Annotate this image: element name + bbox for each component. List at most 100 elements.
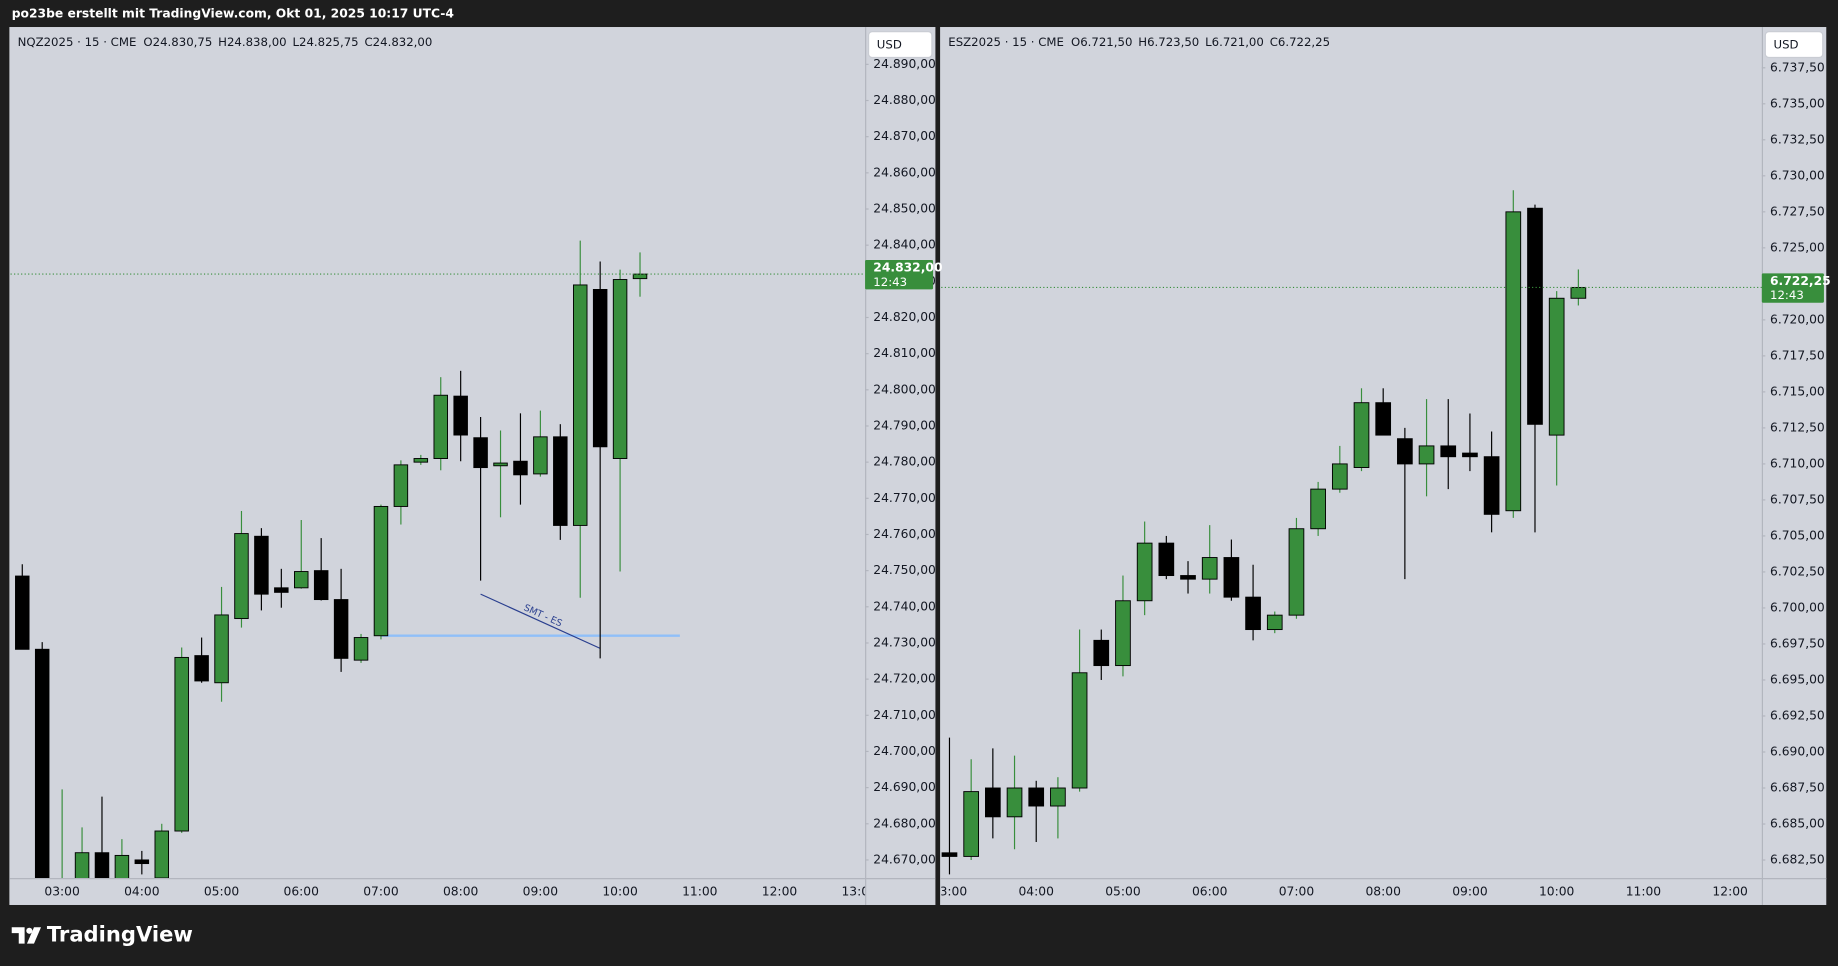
candle-body <box>134 859 150 865</box>
x-tick-label: 08:00 <box>1365 885 1400 899</box>
y-tick-label: 6.735,00 <box>1770 96 1825 110</box>
x-tick-label: 10:00 <box>602 885 637 899</box>
candle-body <box>1158 542 1175 577</box>
candle-body <box>114 854 130 879</box>
candle-body <box>254 535 269 595</box>
last-price-tag <box>865 260 934 290</box>
candle-body <box>632 273 648 280</box>
candle-body <box>1288 528 1305 616</box>
ohlc-value: H6.723,50 <box>1138 35 1199 49</box>
candle-body <box>34 648 50 879</box>
candle-body <box>1527 207 1543 425</box>
x-tick-label: 05:00 <box>1105 885 1140 899</box>
y-tick-label: 24.850,00 <box>873 202 936 216</box>
last-price-tag <box>1761 273 1824 303</box>
y-tick-label: 24.730,00 <box>873 635 936 649</box>
candle-body <box>333 599 349 659</box>
candle-body <box>373 505 389 637</box>
candle-body <box>1006 787 1023 818</box>
candle-body <box>1266 614 1283 631</box>
y-tick-label: 24.750,00 <box>873 563 936 577</box>
y-tick-label: 24.670,00 <box>873 852 936 866</box>
ohlc-value: O24.830,75 <box>143 35 212 49</box>
plot-area: SMT - ES <box>15 240 680 879</box>
y-tick-label: 24.800,00 <box>873 382 936 396</box>
candle-body <box>592 289 608 448</box>
candle-body <box>1201 557 1218 580</box>
symbol-legend: NQZ2025 · 15 · CME O24.830,75 H24.838,00 L2… <box>18 35 433 49</box>
candle-body <box>1505 211 1522 512</box>
y-tick-label: 24.780,00 <box>873 455 936 469</box>
x-tick-label: 12:00 <box>762 885 797 899</box>
x-tick-label: 11:00 <box>682 885 717 899</box>
y-tick-label: 6.690,00 <box>1770 744 1825 758</box>
candle-body <box>1375 402 1392 436</box>
x-tick-label: 10:00 <box>1539 885 1574 899</box>
y-tick-label: 6.702,50 <box>1770 564 1825 578</box>
y-tick-label: 6.692,50 <box>1770 708 1825 722</box>
candle-body <box>1418 445 1435 465</box>
candle-body <box>1462 452 1478 458</box>
candle-body <box>1136 542 1153 602</box>
countdown: 12:43 <box>1770 288 1804 302</box>
y-tick-label: 24.720,00 <box>873 672 936 686</box>
x-tick-label: 04:00 <box>1018 885 1053 899</box>
y-tick-label: 6.717,50 <box>1770 348 1825 362</box>
candle-body <box>413 458 429 463</box>
candle-body <box>493 462 508 467</box>
y-tick-label: 24.820,00 <box>873 310 936 324</box>
candle-body <box>1483 456 1500 515</box>
x-tick-label: 13:00 <box>841 885 876 899</box>
y-tick-label: 6.695,00 <box>1770 672 1825 686</box>
y-tick-label: 6.705,00 <box>1770 528 1825 542</box>
y-tick-label: 24.680,00 <box>873 816 936 830</box>
x-tick-label: 07:00 <box>1279 885 1314 899</box>
candle-body <box>353 637 369 661</box>
x-tick-label: 11:00 <box>1626 885 1661 899</box>
charts: SMT - ES 03:00 04:00 05:00 06:00 07:00 08:00 09… <box>10 31 1831 899</box>
y-tick-label: 24.690,00 <box>873 780 936 794</box>
y-tick-label: 6.720,00 <box>1770 312 1825 326</box>
candle-body <box>1071 672 1088 789</box>
y-tick-label: 6.732,50 <box>1770 132 1825 146</box>
candle-body <box>1223 557 1240 598</box>
y-tick-label: 24.760,00 <box>873 527 936 541</box>
y-tick-label: 6.730,00 <box>1770 168 1825 182</box>
y-tick-label: 6.687,50 <box>1770 781 1825 795</box>
candle-body <box>154 830 170 879</box>
candle-body <box>1093 639 1110 667</box>
candle-body <box>1353 402 1370 468</box>
ohlc-value: C6.722,25 <box>1270 35 1330 49</box>
candle-body <box>453 395 468 436</box>
candle-body <box>393 464 409 507</box>
ohlc-value: L6.721,00 <box>1205 35 1264 49</box>
y-tick-label: 24.880,00 <box>873 93 936 107</box>
candle-body <box>274 587 289 593</box>
brand-logo <box>11 927 42 944</box>
candle-body <box>15 575 30 650</box>
currency-label: USD <box>877 38 902 52</box>
candle-body <box>313 570 329 601</box>
candle-body <box>473 437 488 469</box>
candle-body <box>1028 787 1045 807</box>
y-tick-label: 24.740,00 <box>873 599 936 613</box>
x-tick-label: 04:00 <box>124 885 159 899</box>
x-tick-label: 06:00 <box>284 885 319 899</box>
last-price-label: 6.722,25 <box>1770 274 1831 288</box>
currency-button <box>1764 31 1824 59</box>
x-tick-label: 12:00 <box>1712 885 1747 899</box>
y-tick-label: 6.725,00 <box>1770 240 1825 254</box>
ohlc-value: L24.825,75 <box>292 35 358 49</box>
symbol-legend: ESZ2025 · 15 · CME O6.721,50 H6.723,50 L6.7… <box>948 35 1330 49</box>
countdown: 12:43 <box>873 275 907 289</box>
y-tick-label: 24.840,00 <box>873 238 936 252</box>
candle-body <box>1440 445 1457 458</box>
time-axis: 03:00 04:00 05:00 06:00 07:00 08:00 09:00 10:00… <box>44 885 876 899</box>
candle-body <box>612 279 628 460</box>
candle-body <box>433 394 448 460</box>
y-tick-label: 6.682,50 <box>1770 853 1825 867</box>
y-tick-label: 6.700,00 <box>1770 600 1825 614</box>
chart-panel <box>940 27 1827 905</box>
candle-body <box>194 655 209 682</box>
candle-body <box>572 284 588 526</box>
